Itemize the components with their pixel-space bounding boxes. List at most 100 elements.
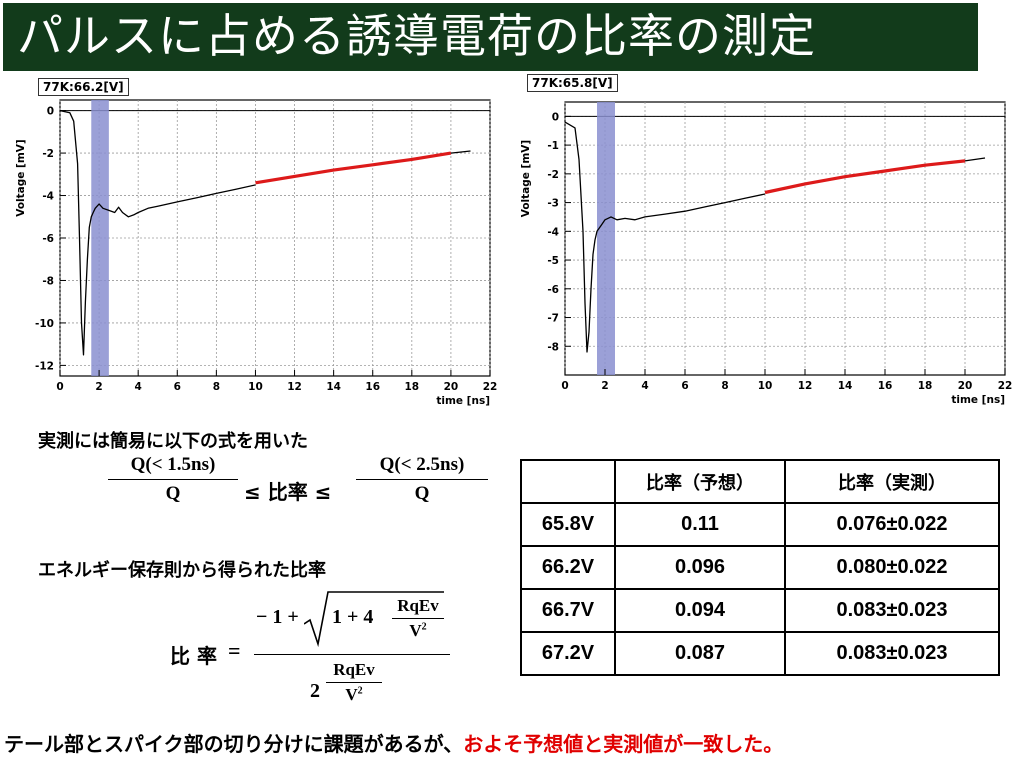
y-tick-label: -4: [42, 191, 54, 203]
ratio-denominator-prefix: 2: [310, 680, 320, 702]
y-tick-label: -12: [35, 360, 54, 372]
table-cell-expected: 0.087: [614, 631, 786, 676]
fraction-left: Q(< 1.5ns) Q: [108, 454, 238, 505]
x-tick-label: 10: [758, 380, 773, 392]
fraction-left-bar: [108, 479, 238, 480]
table-cell-measured: 0.083±0.023: [784, 631, 1000, 676]
y-tick-label: -6: [42, 233, 54, 245]
title-bar: パルスに占める誘導電荷の比率の測定: [3, 3, 978, 71]
y-tick-label: -5: [547, 255, 559, 267]
y-tick-label: -7: [547, 313, 559, 325]
x-tick-label: 0: [56, 381, 63, 393]
integration-band: [597, 102, 615, 375]
y-tick-label: 0: [552, 111, 559, 123]
tail-line: [450, 150, 471, 154]
fraction-right: Q(< 2.5ns) Q: [356, 454, 488, 505]
x-tick-label: 2: [95, 381, 102, 393]
inequality-middle: ≤ 比率 ≤: [244, 480, 332, 504]
conclusion-red-text: およそ予想値と実測値が一致した。: [463, 732, 784, 756]
table-cell-measured: 0.083±0.023: [784, 588, 1000, 633]
x-tick-label: 20: [958, 380, 973, 392]
ratio-den-bar: [326, 682, 382, 683]
table-header-cell: 比率（予想）: [614, 459, 786, 504]
fraction-left-denominator: Q: [165, 483, 181, 504]
x-tick-label: 18: [918, 380, 933, 392]
integration-band: [91, 100, 109, 376]
square-exponent: 2: [421, 621, 427, 633]
chart-right: 0 2 4 6 8 10 12 14 16 18 20 22 0 -1 -2 -3 -4 -5 -6 -7 -8 time…: [515, 72, 1015, 408]
ratio-inner-numerator: RqEv: [397, 596, 439, 615]
ratio-formula: 比 率 = − 1 + 1 + 4 RqEv V2 2 RqEv V2: [170, 588, 470, 723]
table-cell-voltage: 67.2V: [520, 631, 616, 676]
fraction-right-numerator: Q(< 2.5ns): [379, 454, 465, 475]
ratio-den-denominator: V2: [345, 685, 363, 704]
table-cell-measured: 0.080±0.022: [784, 545, 1000, 590]
x-tick-label: 14: [838, 380, 853, 392]
results-table: 比率（予想） 比率（実測） 65.8V 0.11 0.076±0.022 66.…: [520, 459, 1000, 676]
ratio-denominator: 2 RqEv V2: [310, 660, 410, 720]
trace-line: [59, 109, 256, 356]
x-tick-label: 16: [878, 380, 893, 392]
x-tick-label: 22: [483, 381, 498, 393]
table-cell-voltage: 65.8V: [520, 502, 616, 547]
x-tick-label: 16: [365, 381, 380, 393]
fit-line: [764, 159, 966, 195]
table-header-cell: 比率（実測）: [784, 459, 1000, 504]
x-tick-label: 10: [248, 381, 263, 393]
x-tick-label: 6: [681, 380, 688, 392]
square-exponent-2: 2: [357, 685, 363, 697]
fraction-right-bar: [356, 479, 488, 480]
ratio-label: 比 率: [170, 644, 217, 668]
x-tick-label: 12: [798, 380, 813, 392]
plot-frame: [59, 99, 491, 377]
note-line-1: 実測には簡易に以下の式を用いた: [38, 431, 308, 452]
x-axis-label: time [ns]: [951, 394, 1005, 406]
chart-left-svg: 0 2 4 6 8 10 12 14 16 18 20 22 0 -2 -4 -6 -8 -10 -12 time […: [15, 99, 498, 407]
chart-left: 0 2 4 6 8 10 12 14 16 18 20 22 0 -2 -4 -6 -8 -10 -12 time […: [10, 78, 500, 408]
ratio-den-fraction: RqEv V2: [326, 660, 382, 705]
trace-line: [564, 121, 766, 353]
ratio-sqrt-prefix: 1 + 4: [332, 606, 374, 628]
note-line-2: エネルギー保存則から得られた比率: [38, 560, 326, 581]
chart-right-label: 77K:65.8[V]: [527, 74, 618, 92]
x-tick-label: 8: [213, 381, 220, 393]
table-cell-voltage: 66.2V: [520, 545, 616, 590]
x-tick-label: 12: [287, 381, 302, 393]
x-tick-label: 2: [601, 380, 608, 392]
ratio-equals: =: [228, 638, 241, 663]
y-axis-label: Voltage [mV]: [520, 140, 532, 217]
ratio-inner-denominator: V2: [409, 621, 427, 640]
table-row: 66.2V 0.096 0.080±0.022: [520, 545, 1000, 590]
conclusion-line: テール部とスパイク部の切り分けに課題があるが、およそ予想値と実測値が一致した。: [4, 728, 783, 757]
x-tick-label: 6: [174, 381, 181, 393]
tail-line: [964, 157, 986, 162]
table-header-cell: [520, 459, 616, 504]
x-tick-label: 4: [641, 380, 648, 392]
x-tick-label: 14: [326, 381, 341, 393]
ratio-inner-fraction: RqEv V2: [392, 596, 444, 641]
table-cell-voltage: 66.7V: [520, 588, 616, 633]
y-tick-label: -3: [547, 198, 559, 210]
y-tick-label: 0: [47, 106, 54, 118]
table-cell-expected: 0.096: [614, 545, 786, 590]
y-tick-label: -2: [547, 169, 559, 181]
ratio-main-bar: [254, 654, 450, 655]
y-tick-label: -6: [547, 284, 559, 296]
page-title: パルスに占める誘導電荷の比率の測定: [17, 9, 816, 63]
x-tick-label: 22: [998, 380, 1013, 392]
table-row: 67.2V 0.087 0.083±0.023: [520, 631, 1000, 676]
sqrt-sign: [304, 591, 444, 648]
y-axis-label: Voltage [mV]: [15, 139, 27, 216]
y-tick-label: -1: [547, 140, 559, 152]
fraction-right-denominator: Q: [414, 483, 430, 504]
plot-frame: [564, 101, 1006, 376]
fraction-left-numerator: Q(< 1.5ns): [130, 454, 216, 475]
chart-right-svg: 0 2 4 6 8 10 12 14 16 18 20 22 0 -1 -2 -3 -4 -5 -6 -7 -8 time…: [520, 101, 1013, 406]
conclusion-black-text: テール部とスパイク部の切り分けに課題があるが、: [4, 732, 464, 756]
x-tick-label: 0: [561, 380, 568, 392]
x-tick-label: 18: [405, 381, 420, 393]
y-tick-label: -8: [547, 341, 559, 353]
ratio-numerator-prefix: − 1 +: [256, 606, 299, 628]
fit-line: [255, 151, 452, 185]
y-tick-label: -4: [547, 226, 559, 238]
